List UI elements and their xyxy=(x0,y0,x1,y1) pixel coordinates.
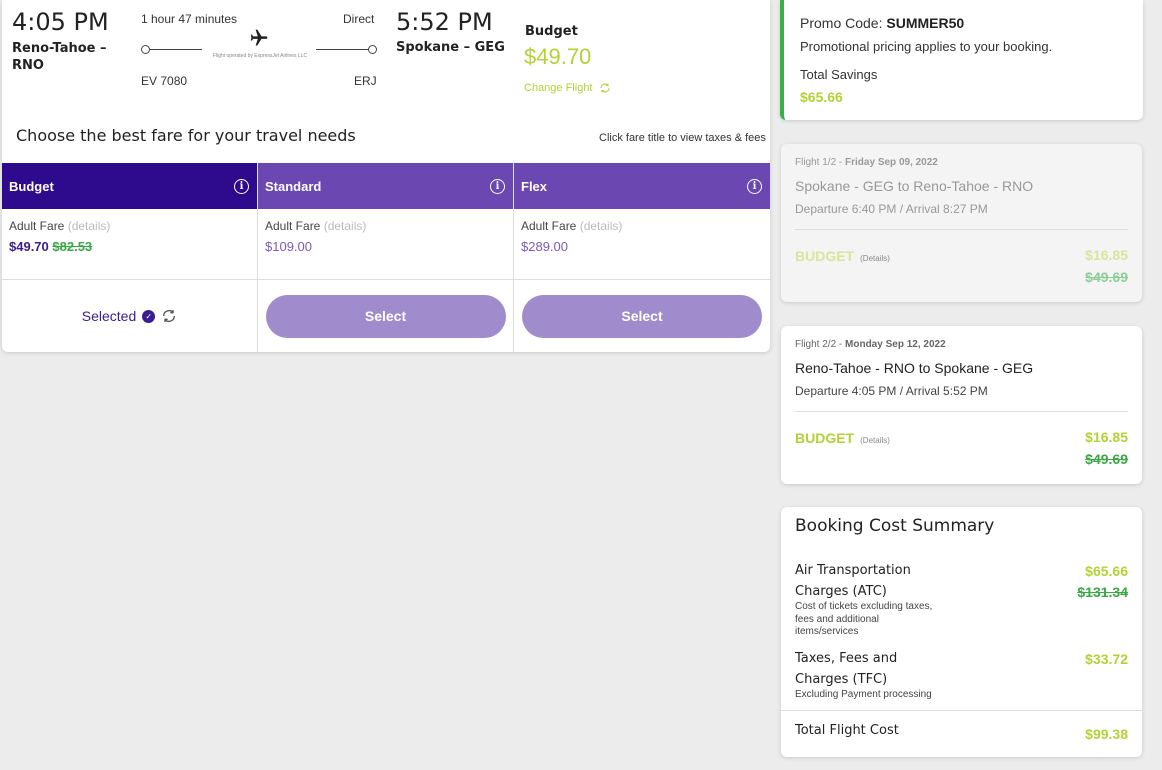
adult-fare-label: Adult Fare xyxy=(265,219,321,233)
atc-description: Cost of tickets excluding taxes, fees an… xyxy=(795,601,933,637)
arrival-city: Spokane – GEG xyxy=(396,40,505,55)
selected-fare-price: $49.70 xyxy=(524,44,592,69)
selected-fare-label: Budget xyxy=(525,24,578,39)
segment-meta: Flight 1/2 - Friday Sep 09, 2022 xyxy=(795,157,938,168)
promo-code-label: Promo Code: xyxy=(800,15,883,31)
details-link[interactable]: (Details) xyxy=(860,254,890,263)
fare-column-budget: Budget i Adult Fare (details) $49.70 $82… xyxy=(2,163,258,352)
origin-dot xyxy=(141,45,150,54)
flight-segment-card[interactable]: Flight 2/2 - Monday Sep 12, 2022 Reno-Ta… xyxy=(781,326,1142,484)
fare-price: $289.00 xyxy=(521,239,568,254)
fare-table: Budget i Adult Fare (details) $49.70 $82… xyxy=(2,163,770,352)
taxes-hint: Click fare title to view taxes & fees xyxy=(599,132,766,144)
total-label: Total Flight Cost xyxy=(795,723,899,738)
atc-label: Air Transportation Charges (ATC) xyxy=(795,563,911,599)
segment-old-price: $49.69 xyxy=(1085,451,1128,467)
segment-old-price: $49.69 xyxy=(1085,269,1128,285)
refresh-icon[interactable] xyxy=(161,308,177,324)
segment-meta: Flight 2/2 - Monday Sep 12, 2022 xyxy=(795,339,946,350)
arrival-time: 5:52 PM xyxy=(396,8,493,36)
details-link[interactable]: (details) xyxy=(323,219,367,233)
check-icon: ✓ xyxy=(142,309,156,323)
segment-date: Monday Sep 12, 2022 xyxy=(845,339,946,350)
divider xyxy=(795,411,1128,412)
segment-route: Reno-Tahoe - RNO to Spokane - GEG xyxy=(795,360,1034,376)
fare-title-budget[interactable]: Budget i xyxy=(2,163,257,209)
booking-cost-summary: Booking Cost Summary Air Transportation … xyxy=(781,507,1142,757)
details-link[interactable]: (Details) xyxy=(860,436,890,445)
segment-price: $16.85 xyxy=(1085,429,1128,445)
route-line xyxy=(141,44,377,56)
adult-fare-label: Adult Fare xyxy=(521,219,577,233)
summary-title: Booking Cost Summary xyxy=(795,516,995,536)
tfc-description: Excluding Payment processing xyxy=(795,689,932,700)
fare-name: Standard xyxy=(265,178,322,194)
adult-fare-label: Adult Fare xyxy=(9,219,65,233)
select-standard-button[interactable]: Select xyxy=(265,294,506,338)
departure-city: Reno-Tahoe – RNO xyxy=(12,41,107,73)
flight-stops: Direct xyxy=(343,12,375,26)
fare-price: $109.00 xyxy=(265,239,312,254)
segment-route: Spokane - GEG to Reno-Tahoe - RNO xyxy=(795,178,1034,194)
segment-date: Friday Sep 09, 2022 xyxy=(845,157,938,168)
fare-body: Adult Fare (details) $289.00 xyxy=(514,209,770,280)
operated-by: Flight operated by ExpressJet Airlines L… xyxy=(212,53,308,59)
destination-dot xyxy=(368,45,377,54)
atc-old-value: $131.34 xyxy=(1077,584,1128,600)
segment-fare: BUDGET (Details) xyxy=(795,430,890,446)
change-flight-label: Change Flight xyxy=(524,82,593,94)
select-flex-button[interactable]: Select xyxy=(522,294,762,338)
savings-label: Total Savings xyxy=(800,67,878,82)
flight-segment-card[interactable]: Flight 1/2 - Friday Sep 09, 2022 Spokane… xyxy=(781,144,1142,302)
divider xyxy=(781,710,1142,711)
divider xyxy=(795,229,1128,230)
info-icon[interactable]: i xyxy=(234,178,249,194)
aircraft-type: ERJ xyxy=(354,74,377,88)
fare-section-title: Choose the best fare for your travel nee… xyxy=(16,126,356,145)
flight-card: 4:05 PM Reno-Tahoe – RNO 1 hour 47 minut… xyxy=(2,0,770,352)
departure-time: 4:05 PM xyxy=(12,8,109,36)
details-link[interactable]: (details) xyxy=(67,219,111,233)
atc-value: $65.66 xyxy=(1085,563,1128,579)
promo-note: Promotional pricing applies to your book… xyxy=(800,39,1053,54)
fare-column-flex: Flex i Adult Fare (details) $289.00 Sele… xyxy=(514,163,770,352)
tfc-label: Taxes, Fees and Charges (TFC) xyxy=(795,651,898,687)
segment-price: $16.85 xyxy=(1085,247,1128,263)
selected-status: Selected ✓ xyxy=(82,308,177,324)
fare-column-standard: Standard i Adult Fare (details) $109.00 … xyxy=(258,163,514,352)
details-link[interactable]: (details) xyxy=(579,219,623,233)
fare-body: Adult Fare (details) $109.00 xyxy=(258,209,513,280)
segment-fare: BUDGET (Details) xyxy=(795,248,890,264)
flight-number: EV 7080 xyxy=(141,74,188,88)
airplane-icon xyxy=(249,28,269,48)
total-value: $99.38 xyxy=(1085,726,1128,742)
change-flight-link[interactable]: Change Flight xyxy=(524,82,611,94)
flight-duration: 1 hour 47 minutes xyxy=(141,12,238,26)
info-icon[interactable]: i xyxy=(490,178,505,194)
savings-value: $65.66 xyxy=(800,89,843,105)
fare-name: Flex xyxy=(521,178,548,194)
tfc-value: $33.72 xyxy=(1085,651,1128,667)
refresh-icon xyxy=(600,83,609,93)
segment-times: Departure 6:40 PM / Arrival 8:27 PM xyxy=(795,202,988,216)
fare-old-price: $82.53 xyxy=(52,239,93,254)
promo-code-value: SUMMER50 xyxy=(886,15,965,31)
selected-label: Selected xyxy=(81,308,137,324)
fare-title-flex[interactable]: Flex i xyxy=(514,163,770,209)
fare-price: $49.70 xyxy=(9,239,49,254)
fare-body: Adult Fare (details) $49.70 $82.53 xyxy=(2,209,257,280)
promo-card: Promo Code: SUMMER50 Promotional pricing… xyxy=(780,0,1143,120)
fare-title-standard[interactable]: Standard i xyxy=(258,163,513,209)
promo-code: Promo Code: SUMMER50 xyxy=(800,15,964,31)
info-icon[interactable]: i xyxy=(747,178,762,194)
segment-times: Departure 4:05 PM / Arrival 5:52 PM xyxy=(795,384,988,398)
fare-name: Budget xyxy=(9,178,54,194)
